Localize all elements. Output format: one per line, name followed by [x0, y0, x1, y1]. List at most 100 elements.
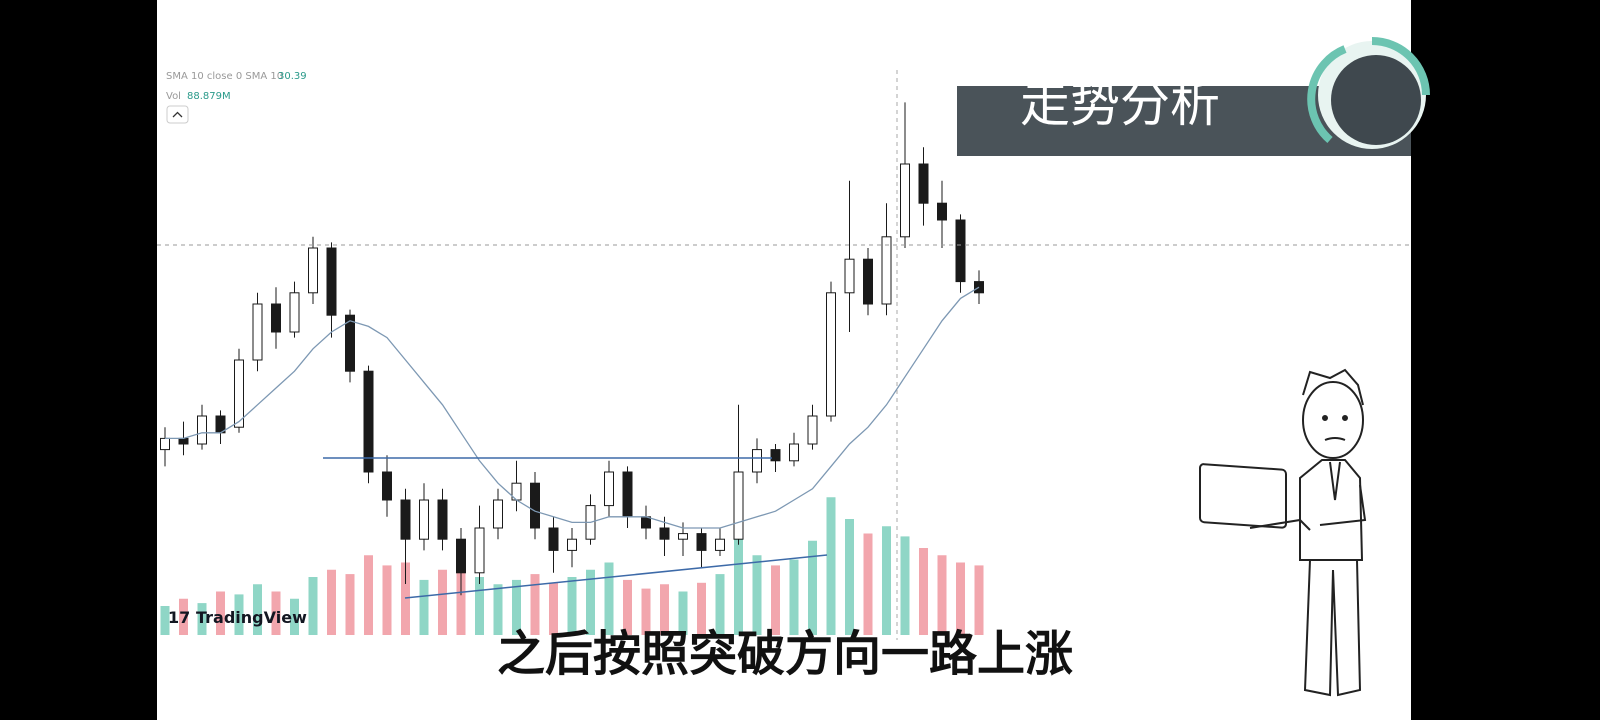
- sma-line: [165, 286, 980, 529]
- candle-body: [789, 443, 799, 462]
- volume-bar: [956, 562, 965, 635]
- candle-body: [437, 499, 448, 540]
- candle-body: [363, 370, 374, 473]
- volume-bar: [845, 519, 854, 635]
- volume-bar: [826, 497, 836, 635]
- candle-body: [271, 303, 281, 333]
- candle-body: [863, 258, 873, 305]
- volume-bar: [530, 574, 540, 635]
- volume-bar: [197, 603, 207, 635]
- volume-bar: [771, 565, 780, 635]
- candle-body: [548, 527, 559, 551]
- candle-body: [826, 292, 836, 417]
- volume-bar: [919, 548, 928, 635]
- volume-bar: [327, 569, 336, 635]
- volume-bar: [734, 533, 743, 635]
- candle-body: [955, 219, 966, 283]
- volume-bar: [623, 579, 632, 635]
- candle-body: [844, 258, 855, 294]
- volume-bar: [253, 584, 262, 635]
- volume-bar: [382, 565, 392, 635]
- volume-bar: [475, 577, 484, 635]
- volume-bar: [900, 536, 910, 635]
- badge-arc: [1371, 37, 1430, 96]
- volume-bar: [752, 555, 762, 635]
- candle-body: [641, 516, 651, 529]
- volume-bar: [974, 565, 984, 635]
- candle-body: [160, 437, 170, 451]
- badge-circle: [1331, 55, 1421, 145]
- candle-body: [419, 499, 429, 540]
- collapse-button[interactable]: [166, 105, 189, 124]
- candle-body: [308, 247, 318, 294]
- candle-body: [918, 163, 929, 204]
- volume-bar: [641, 588, 651, 635]
- candle-body: [770, 449, 781, 462]
- volume-bar: [789, 559, 799, 635]
- volume-bar: [660, 584, 669, 635]
- title: 走势分析: [1020, 75, 1220, 133]
- plot-area: [160, 102, 984, 635]
- volume-bar: [438, 569, 447, 635]
- candle-body: [234, 359, 244, 428]
- candle-body: [345, 314, 355, 372]
- candle-body: [696, 533, 707, 551]
- candle-body: [900, 163, 910, 238]
- watermark: TradingView: [196, 608, 307, 627]
- candle-body: [289, 292, 300, 333]
- presenter-figure: [1199, 368, 1367, 697]
- volume-bar: [715, 574, 725, 635]
- volume-bar: [808, 540, 817, 635]
- volume-bar: [604, 562, 614, 635]
- volume-bar: [234, 594, 244, 635]
- candle-body: [474, 527, 485, 574]
- sma-label: SMA 10 close 0 SMA 10: [166, 71, 283, 82]
- candle-body: [400, 499, 411, 540]
- candle-body: [530, 482, 540, 529]
- volume-bar: [271, 591, 281, 635]
- volume-bar: [493, 584, 503, 635]
- volume-bar: [401, 562, 410, 635]
- candle-body: [567, 538, 577, 551]
- candle-body: [326, 247, 337, 316]
- candle-body: [604, 471, 614, 507]
- volume-bar: [863, 533, 873, 635]
- collapse-icon: [172, 111, 183, 118]
- volume-bar: [160, 606, 170, 635]
- candle-body: [678, 533, 688, 540]
- volume-bar: [697, 582, 706, 635]
- volume-bar: [290, 598, 299, 635]
- candle-body: [807, 415, 818, 445]
- subtitle: 之后按照突破方向一路上涨: [497, 626, 1073, 682]
- volume-bar: [456, 559, 466, 635]
- candle-body: [881, 236, 892, 305]
- volume-bar: [216, 591, 225, 635]
- volume-bar: [419, 579, 429, 635]
- candle-body: [252, 303, 263, 361]
- watermark-logo: 𝟭𝟳: [168, 608, 190, 627]
- volume-bar: [937, 555, 947, 635]
- volume-bar: [882, 526, 891, 635]
- candle-body: [659, 527, 670, 540]
- candle-body: [456, 538, 466, 574]
- candle-body: [752, 449, 762, 473]
- volume-bar: [512, 579, 521, 635]
- volume-bar: [567, 577, 577, 635]
- candle-body: [493, 499, 503, 529]
- volume-bar: [678, 591, 688, 635]
- volume-bar: [308, 577, 318, 635]
- candle-body: [178, 437, 189, 445]
- candle-body: [937, 202, 947, 221]
- candle-body: [382, 471, 392, 501]
- volume-bar: [345, 574, 355, 635]
- volume-bar: [549, 582, 558, 635]
- support-line: [404, 554, 828, 599]
- vol-label: Vol: [166, 91, 181, 102]
- sma-value: 30.39: [278, 71, 307, 82]
- volume-bar: [586, 569, 595, 635]
- volume-bar: [364, 555, 373, 635]
- candle-body: [715, 538, 725, 551]
- badge-arc2: [1307, 45, 1347, 144]
